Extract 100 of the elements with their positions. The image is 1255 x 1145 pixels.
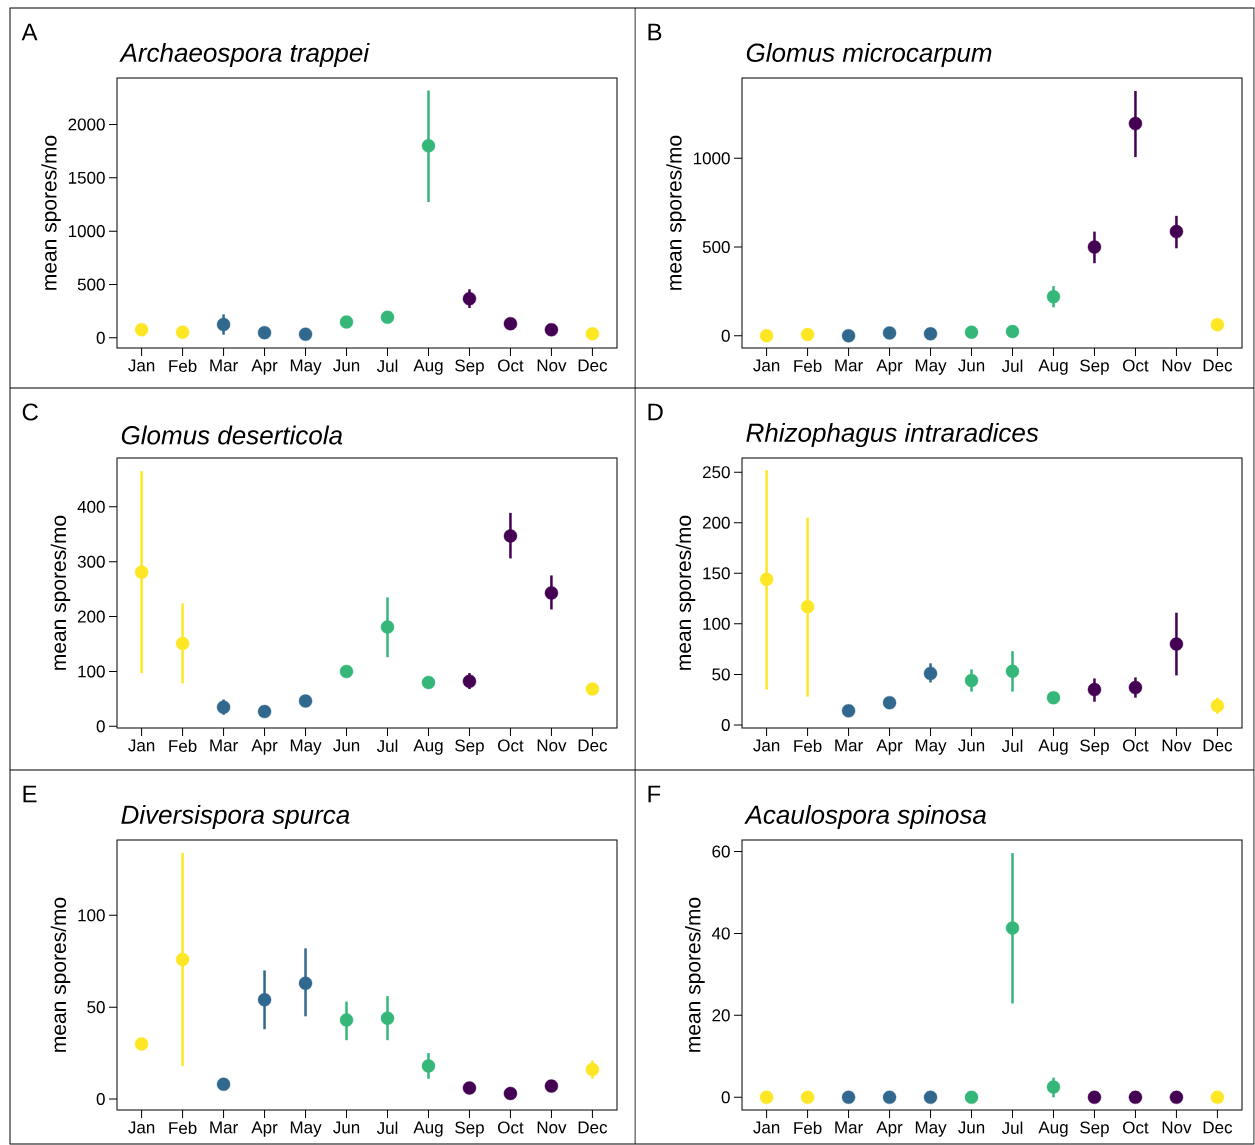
x-tick-label: Nov: [1162, 739, 1192, 752]
x-tick-label: Jun: [958, 1121, 985, 1134]
text: A: [21, 23, 38, 41]
y-tick-label: 500: [77, 278, 105, 291]
y-tick-label: 60: [712, 845, 730, 858]
x-tick-label: Jul: [1001, 359, 1023, 373]
x-tick-label: Mar: [210, 1121, 238, 1134]
y-tick-label: 0: [96, 720, 105, 733]
y-tick-label: 200: [77, 610, 105, 623]
x-tick-label: Dec: [1203, 1121, 1233, 1134]
x-tick-label: Feb: [169, 739, 197, 753]
y-tick-label: 1000: [68, 225, 105, 238]
x-tick-label: May: [290, 739, 322, 755]
x-tick-label: Jun: [333, 739, 360, 752]
y-tick-label: 0: [721, 329, 730, 342]
x-tick-label: Jan: [753, 1121, 780, 1134]
x-tick-label: Jul: [376, 1121, 398, 1135]
y-tick-label: 0: [96, 331, 105, 344]
text: C: [22, 403, 38, 421]
x-tick-label: Nov: [537, 739, 567, 752]
chart-title: Glomus deserticola: [121, 425, 343, 445]
x-tick-label: Jun: [958, 359, 985, 372]
x-tick-label: Jan: [753, 359, 780, 372]
x-tick-label: Apr: [876, 739, 903, 755]
y-tick-label: 1000: [693, 152, 730, 165]
x-tick-label: Mar: [835, 1121, 863, 1134]
y-axis-title: mean spores/mo: [685, 897, 705, 1052]
x-tick-label: Nov: [537, 1121, 567, 1134]
x-tick-label: Jul: [1001, 1121, 1023, 1135]
x-tick-label: Mar: [835, 359, 863, 372]
x-tick-label: Jan: [128, 739, 155, 752]
y-tick-label: 150: [703, 567, 730, 580]
y-tick-label: 100: [78, 909, 105, 922]
x-tick-label: Feb: [169, 1121, 197, 1135]
y-tick-label: 400: [77, 500, 105, 513]
x-tick-label: Dec: [578, 1121, 608, 1134]
chart-title: Diversispora spurca: [121, 804, 350, 830]
y-tick-label: 0: [721, 718, 730, 731]
x-tick-label: Aug: [413, 359, 443, 375]
x-tick-label: May: [915, 359, 947, 375]
chart-title: Glomus microcarpum: [746, 42, 992, 68]
x-tick-label: Jan: [753, 739, 780, 752]
y-tick-label: 200: [702, 516, 730, 529]
chart-title: Rhizophagus intraradices: [746, 422, 1039, 448]
text: D: [648, 403, 663, 421]
x-tick-label: Feb: [794, 739, 822, 753]
x-tick-label: Jan: [128, 359, 155, 372]
y-tick-label: 40: [711, 927, 730, 940]
y-tick-label: 100: [703, 617, 730, 630]
x-tick-label: Mar: [210, 359, 238, 372]
x-tick-label: Oct: [1123, 1121, 1149, 1134]
y-axis-title: mean spores/mo: [41, 135, 61, 290]
y-tick-label: 50: [87, 1001, 105, 1014]
x-tick-label: Sep: [455, 359, 484, 375]
x-tick-label: Nov: [1162, 1121, 1192, 1134]
x-tick-label: Oct: [498, 1121, 524, 1134]
x-tick-label: Oct: [1123, 359, 1149, 372]
x-tick-label: Jun: [333, 359, 360, 372]
x-tick-label: Aug: [1038, 1121, 1068, 1137]
y-tick-label: 2000: [68, 118, 105, 131]
x-tick-label: Jul: [376, 739, 398, 753]
chart-title: Acaulospora spinosa: [744, 804, 986, 830]
y-tick-label: 100: [78, 665, 105, 678]
x-tick-label: Feb: [169, 359, 197, 373]
x-tick-label: Jul: [376, 359, 398, 373]
y-tick-label: 0: [721, 1091, 730, 1104]
x-tick-label: Aug: [1038, 739, 1068, 755]
y-axis-title: mean spores/mo: [50, 897, 71, 1052]
x-tick-label: Nov: [537, 359, 567, 372]
x-tick-label: Apr: [251, 1121, 278, 1137]
chart-title: Archaeospora trappei: [119, 42, 370, 68]
y-axis-title: mean spores/mo: [50, 515, 71, 670]
y-tick-label: 20: [712, 1009, 730, 1022]
x-tick-label: Sep: [1080, 359, 1109, 375]
text: E: [23, 785, 37, 803]
x-tick-label: May: [915, 739, 947, 755]
x-tick-label: Dec: [1203, 739, 1233, 752]
x-tick-label: Sep: [1080, 739, 1109, 755]
x-tick-label: Jan: [128, 1121, 155, 1134]
y-tick-label: 50: [712, 668, 730, 681]
x-tick-label: Jun: [333, 1121, 360, 1134]
x-tick-label: Sep: [455, 739, 484, 755]
y-tick-label: 300: [77, 555, 105, 568]
x-tick-label: Dec: [1203, 359, 1233, 372]
x-tick-label: Sep: [1080, 1121, 1109, 1137]
x-tick-label: Feb: [794, 359, 822, 373]
y-axis-title: mean spores/mo: [675, 515, 696, 670]
x-tick-label: May: [915, 1121, 947, 1137]
text: B: [648, 23, 662, 41]
x-tick-label: May: [290, 1121, 322, 1137]
x-tick-label: Mar: [210, 739, 238, 752]
y-tick-label: 500: [702, 241, 730, 254]
y-tick-label: 0: [96, 1092, 105, 1105]
x-tick-label: Apr: [876, 359, 903, 375]
x-tick-label: Aug: [413, 1121, 443, 1137]
y-axis-title: mean spores/mo: [666, 135, 686, 290]
y-tick-label: 250: [702, 466, 730, 479]
x-tick-label: Sep: [455, 1121, 484, 1137]
x-tick-label: Jun: [958, 739, 985, 752]
x-tick-label: Jul: [1001, 739, 1023, 753]
